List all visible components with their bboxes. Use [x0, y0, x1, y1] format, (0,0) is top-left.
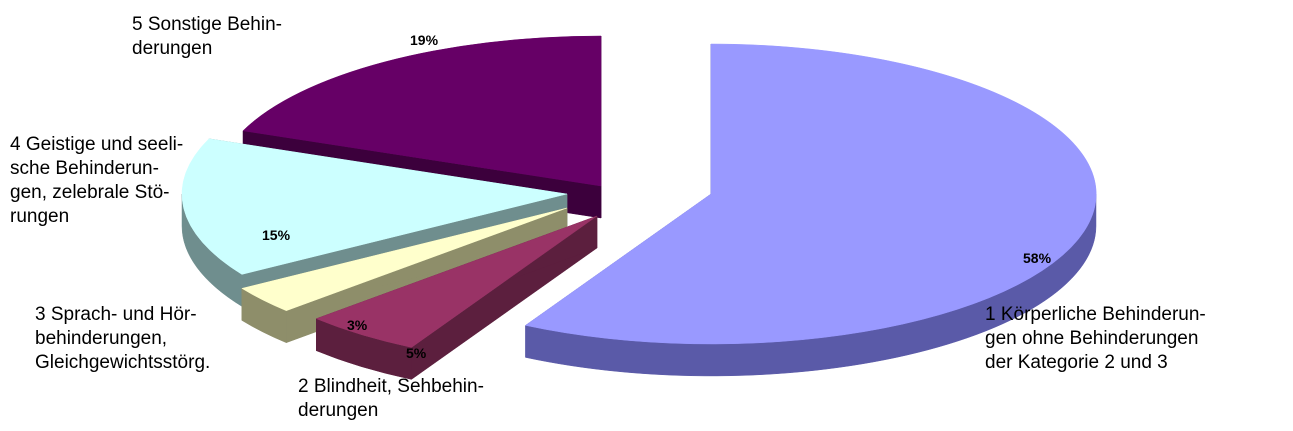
pie-slice-1 — [524, 43, 1097, 377]
value-label-5: 19% — [410, 32, 439, 48]
pie-slice-2 — [315, 215, 598, 380]
category-label-1: 1 Körperliche Behinderun- gen ohne Behin… — [985, 304, 1206, 373]
category-label-5: 5 Sonstige Behin- derungen — [132, 14, 282, 59]
value-label-4: 15% — [262, 227, 291, 243]
category-label-3: 3 Sprach- und Hör- behinderungen, Gleich… — [35, 304, 211, 373]
category-label-2: 2 Blindheit, Sehbehin- derungen — [298, 376, 484, 421]
category-label-4: 4 Geistige und seeli- sche Behinderun- g… — [10, 134, 184, 227]
value-label-2: 5% — [406, 345, 427, 361]
value-label-3: 3% — [347, 317, 368, 333]
value-label-1: 58% — [1023, 250, 1052, 266]
